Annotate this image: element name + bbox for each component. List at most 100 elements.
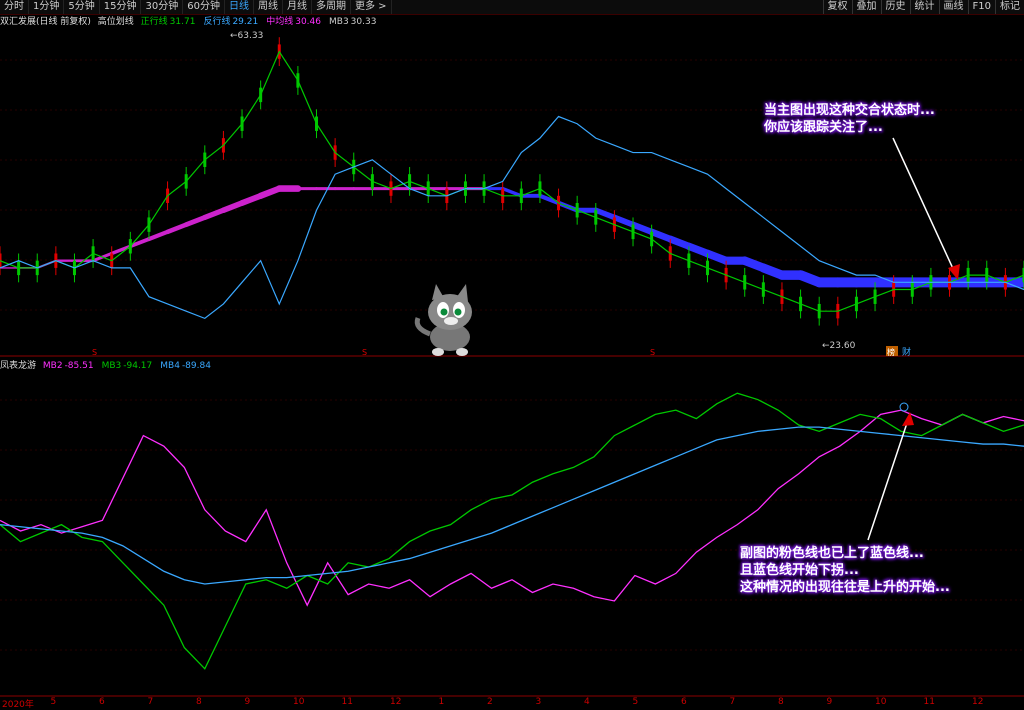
main-series-1 [0,115,1024,320]
main-indicator-info: 双汇发展(日线 前复权) 高位划线 正行线 31.71 反行线 29.21 中均线 30.… [0,15,388,29]
x-tick-label: 4 [584,697,590,707]
toolbar-button-6[interactable]: 标记 [995,0,1024,14]
main-indicator-label: 中均线 [266,17,294,27]
x-tick-label: 10 [293,697,305,707]
mid-band-segment [500,186,524,198]
main-indicator-value: 30.46 [295,17,321,27]
cross-marker [899,402,909,412]
main-annotation-line-2: 你应该跟踪关注了... [764,120,883,135]
main-indicator-item: 中均线 30.46 [266,17,325,27]
main-indicator-value: 29.21 [232,17,259,27]
sub-arrow-line [867,419,909,541]
x-tick-label: 7 [147,697,154,707]
x-tick-label: 3 [535,697,542,707]
sub-indicator-item: MB4 -89.84 [160,361,215,371]
sub-indicator-item: MB3 -94.17 [102,361,157,371]
toolbar-button-4[interactable]: 画线 [938,0,968,14]
s-marker: S [92,348,97,357]
tab-3[interactable]: 15分钟 [100,0,142,14]
mid-band-segment [109,244,133,256]
period-toolbar: 分时 1分钟 5分钟 15分钟 30分钟 60分钟 日线 周线 月线 多周期 更多 > 复权 叠加 历史… [0,0,1024,15]
sub-indicator-label: MB4 [160,361,180,371]
main-indicator-item: 正行线 31.71 [141,17,200,27]
mid-band-segment [611,214,636,228]
main-indicator-item: 反行线 29.21 [203,17,262,27]
cat-mascot-image [414,284,472,356]
x-tick-label: 8 [778,697,784,707]
main-series-0 [0,50,1024,312]
sub-indicator-value: -94.17 [123,361,153,371]
toolbar-button-1[interactable]: 叠加 [851,0,881,14]
mid-band-segment [239,192,264,206]
indicator-name[interactable]: 高位划线 [97,17,134,27]
bang-tag: 榜 [887,347,895,357]
sub-annotation: 副图的粉色线也已上了蓝色线... 且蓝色线开始下拐... 这种情况的出现往往是上… [740,545,950,596]
x-tick-label: 6 [681,697,687,707]
sub-annotation-line-3: 这种情况的出现往往是上升的开始... [740,580,950,595]
main-indicator-label: MB3 [329,17,349,27]
x-tick-label: 7 [729,697,736,707]
mid-band-segment [146,229,170,242]
x-tick-label: 11 [341,697,353,707]
toolbar-button-0[interactable]: 复权 [822,0,852,14]
tab-4[interactable]: 30分钟 [141,0,184,14]
mid-band-segment [183,215,208,228]
tab-0[interactable]: 分时 [0,0,29,14]
x-tick-label: 1 [438,697,445,707]
sub-indicator-name[interactable]: 凤表龙游 [0,361,37,371]
tab-8[interactable]: 月线 [283,0,312,14]
main-indicator-label: 反行线 [203,17,231,27]
sub-series-0 [0,409,1024,607]
sub-indicator-info: 凤表龙游 MB2 -85.51 MB3 -94.17 MB4 -89.84 [0,359,223,373]
x-tick-label: 8 [196,697,202,707]
sub-series-1 [0,392,1024,670]
mid-band-segment [257,185,283,199]
high-price-label: ←63.33 [230,31,263,41]
tab-1[interactable]: 1分钟 [29,0,65,14]
mid-band-segment [202,207,227,221]
sub-indicator-value: -89.84 [181,361,211,371]
main-indicator-value: 31.71 [169,17,196,27]
mid-band-segment [629,221,655,235]
bang-tag-bg [886,346,898,356]
x-tick-label: 6 [99,697,105,707]
toolbar-button-2[interactable]: 历史 [880,0,910,14]
x-tick-label: 5 [632,697,639,707]
tab-5[interactable]: 60分钟 [183,0,225,14]
sub-indicator-label: MB3 [101,361,122,371]
right-toolbar: 复权 叠加 历史 统计 画线 F10 标记 [822,0,1024,14]
more-arrow-icon[interactable]: > [374,1,387,12]
main-annotation-line-1: 当主图出现这种交合状态时... [764,103,935,118]
x-tick-label: 2 [487,697,493,707]
toolbar-button-3[interactable]: 统计 [909,0,939,14]
sub-annotation-line-1: 副图的粉色线也已上了蓝色线... [740,546,924,561]
x-tick-label: 9 [826,697,833,707]
cai-tag: 财 [902,346,911,358]
tab-10[interactable]: 更多 > [351,0,392,14]
mid-band-segment [165,222,189,235]
tab-9[interactable]: 多周期 [312,0,351,14]
main-annotation: 当主图出现这种交合状态时... 你应该跟踪关注了... [764,102,935,136]
s-marker: S [650,348,655,357]
sub-indicator-item: MB2 -85.51 [43,361,98,371]
tab-7[interactable]: 周线 [254,0,283,14]
x-tick-label: 5 [50,697,57,707]
x-tick-label: 11 [923,697,935,707]
x-tick-label: 2020年 [2,700,34,710]
tab-6[interactable]: 日线 [225,0,254,14]
mid-band-segment [537,193,561,206]
toolbar-button-5[interactable]: F10 [967,0,995,14]
x-tick-label: 12 [972,697,984,707]
low-price-label: ←23.60 [822,341,856,351]
mid-band-segment [220,200,245,214]
main-indicator-item: MB3 30.33 [329,17,380,27]
sub-arrow-head [902,412,914,426]
mid-band-segment [128,237,151,249]
mid-band-segment [593,207,618,221]
stock-title: 双汇发展(日线 前复权) [0,17,91,27]
main-indicator-value: 30.33 [350,17,377,27]
main-indicator-label: 正行线 [140,17,168,27]
sub-annotation-line-2: 且蓝色线开始下拐... [740,563,859,578]
tab-2[interactable]: 5分钟 [64,0,100,14]
